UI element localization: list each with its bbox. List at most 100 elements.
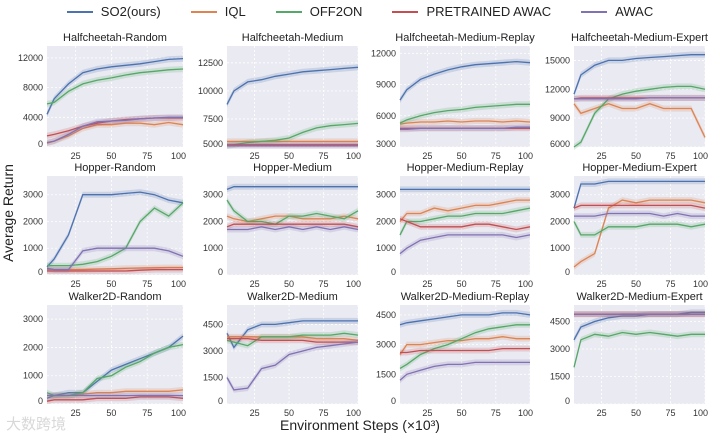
series-line-awac: [399, 361, 530, 381]
y-tick-label: 1000: [23, 243, 43, 253]
y-tick-label: 3000: [203, 190, 223, 200]
x-tick-label: 75: [666, 151, 676, 161]
subplot-walker2d-medium-expert: Walker2D-Medium-Expert 25 50 75 100 0 1500 3000…: [550, 291, 708, 418]
y-tick-label: 7500: [203, 114, 223, 124]
subplot-title: Hopper-Random: [74, 162, 155, 174]
y-tick-label: 9000: [376, 80, 396, 90]
x-tick-label: 75: [319, 408, 329, 418]
y-tick-label: 5000: [203, 139, 223, 149]
plot-background: [574, 46, 705, 147]
series-band-awac: [227, 339, 358, 393]
series-line-pretrained-awac: [226, 223, 359, 228]
y-tick-label: 4500: [376, 310, 396, 320]
legend: SO2(ours) IQL OFF2ON PRETRAINED AWAC AWA…: [0, 4, 720, 19]
y-tick-label: 0: [38, 139, 43, 149]
legend-label: PRETRAINED AWAC: [426, 4, 552, 19]
y-tick-label: 0: [391, 267, 396, 277]
subplot-title: Walker2D-Medium-Replay: [401, 291, 530, 303]
series-band-so2-ours-: [47, 55, 183, 118]
series-band-so2-ours-: [400, 58, 530, 104]
x-tick-label: 25: [250, 279, 260, 289]
subplot-walker2d-medium-replay: Walker2D-Medium-Replay 25 50 75 100 0 1500 3000…: [376, 291, 533, 418]
x-tick-label: 25: [597, 408, 607, 418]
subplot-halfcheetah-random: Halfcheetah-Random 25 50 75 100 0 4000 8000 1200…: [18, 32, 186, 161]
legend-swatch: [190, 10, 217, 13]
x-tick-label: 75: [666, 408, 676, 418]
series-band-so2-ours-: [227, 183, 358, 193]
y-tick-label: 4000: [23, 112, 43, 122]
y-tick-label: 9000: [550, 113, 570, 123]
legend-item-off2on: OFF2ON: [275, 4, 363, 19]
series-band-off2on: [400, 101, 530, 127]
x-tick-label: 100: [693, 408, 708, 418]
series-band-iql: [47, 119, 183, 147]
x-tick-label: 75: [142, 408, 152, 418]
y-tick-label: 12000: [371, 48, 396, 58]
legend-label: OFF2ON: [309, 4, 363, 19]
y-tick-label: 1000: [376, 243, 396, 253]
y-tick-label: 12000: [18, 53, 43, 63]
y-tick-label: 12000: [545, 84, 570, 94]
y-tick-label: 8000: [23, 83, 43, 93]
series-line-awac: [46, 247, 184, 271]
legend-item-pretrained-awac: PRETRAINED AWAC: [392, 4, 551, 19]
x-tick-label: 100: [518, 408, 533, 418]
legend-label: SO2(ours): [100, 4, 161, 19]
y-tick-label: 3000: [550, 344, 570, 354]
plot-background: [227, 176, 358, 275]
y-tick-label: 15000: [545, 55, 570, 65]
series-band-iql: [400, 117, 530, 128]
series-line-pretrained-awac: [400, 347, 530, 354]
series-line-pretrained-awac: [399, 218, 531, 231]
y-tick-label: 2000: [203, 216, 223, 226]
series-line-pretrained-awac: [47, 268, 183, 272]
series-line-off2on: [573, 221, 706, 236]
series-line-off2on: [226, 332, 359, 347]
x-tick-label: 50: [284, 279, 294, 289]
y-tick-label: 0: [391, 396, 396, 406]
x-tick-label: 100: [518, 151, 533, 161]
y-tick-label: 0: [565, 267, 570, 277]
y-tick-label: 1000: [550, 243, 570, 253]
y-tick-label: 3000: [23, 190, 43, 200]
x-tick-label: 50: [106, 279, 116, 289]
series-band-off2on: [574, 329, 705, 371]
subplot-title: Halfcheetah-Medium: [242, 32, 344, 44]
series-line-so2-ours-: [46, 57, 184, 115]
subplot-halfcheetah-medium: Halfcheetah-Medium 25 50 75 100 5000 7500 10000…: [198, 32, 361, 161]
y-tick-label: 0: [38, 396, 43, 406]
series-line-off2on: [47, 202, 184, 267]
legend-swatch: [392, 10, 419, 13]
subplot-title: Hopper-Medium-Replay: [407, 162, 524, 174]
subplot-halfcheetah-medium-expert: Halfcheetah-Medium-Expert 25 50 75 100 6000 90…: [545, 32, 708, 161]
subplot-halfcheetah-medium-replay: Halfcheetah-Medium-Replay 25 50 75 100 3000 60…: [371, 32, 535, 161]
series-band-awac: [47, 245, 183, 273]
series-band-pretrained-awac: [227, 221, 358, 230]
series-line-off2on: [399, 207, 531, 236]
subplot-title: Halfcheetah-Medium-Replay: [395, 32, 535, 44]
y-tick-label: 4500: [550, 317, 570, 327]
series-band-awac: [227, 223, 358, 233]
legend-label: AWAC: [615, 4, 654, 19]
x-tick-label: 100: [693, 279, 708, 289]
series-line-iql: [46, 121, 184, 144]
y-tick-label: 2000: [376, 216, 396, 226]
x-tick-label: 100: [346, 151, 361, 161]
x-tick-label: 50: [284, 408, 294, 418]
y-tick-label: 2000: [550, 216, 570, 226]
series-line-pretrained-awac: [227, 337, 358, 343]
series-band-iql: [574, 100, 705, 141]
subplot-title: Walker2D-Random: [68, 291, 161, 303]
subplot-title: Walker2D-Medium-Expert: [576, 291, 702, 303]
x-tick-label: 100: [171, 151, 186, 161]
series-line-awac: [400, 126, 530, 130]
x-tick-label: 50: [284, 151, 294, 161]
legend-swatch: [581, 10, 608, 13]
legend-swatch: [275, 10, 302, 13]
x-tick-label: 50: [457, 279, 467, 289]
x-tick-label: 25: [422, 279, 432, 289]
y-tick-label: 3000: [550, 190, 570, 200]
